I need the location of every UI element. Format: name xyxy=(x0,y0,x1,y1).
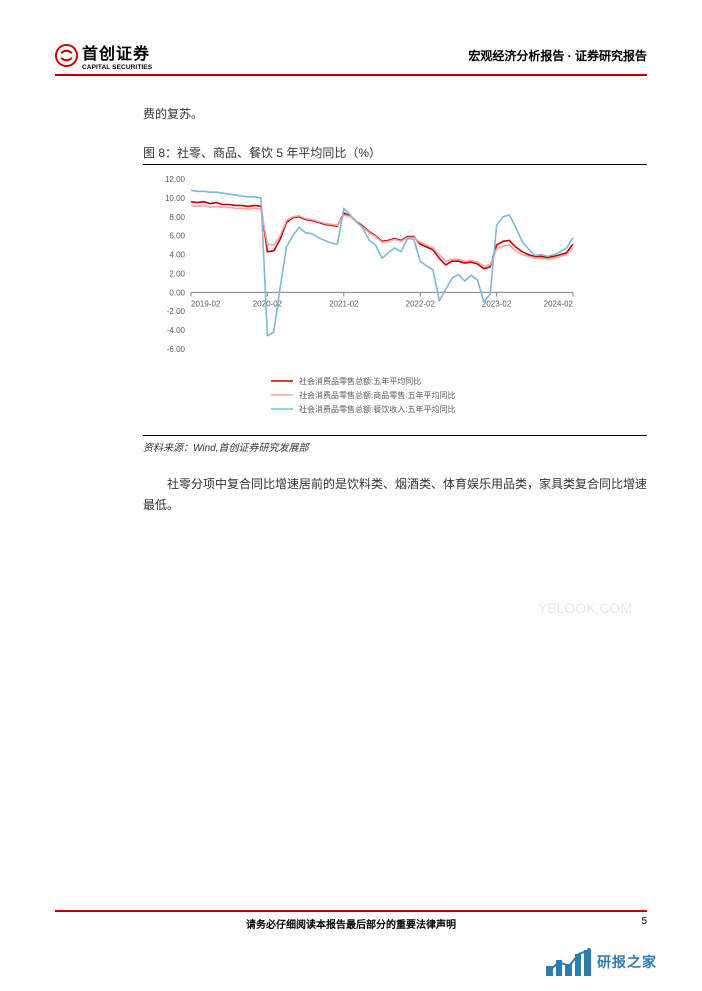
svg-text:8.00: 8.00 xyxy=(169,212,185,221)
chart-figure-8: 图 8：社零、商品、餐饮 5 年平均同比（%） -6.00 -4.00 -2.00 0… xyxy=(143,144,647,454)
body-paragraph: 社零分项中复合同比增速居前的是饮料类、烟酒类、体育娱乐用品类，家具类复合同比增速… xyxy=(143,474,647,517)
header: 首创证券 CAPITAL SECURITIES 宏观经济分析报告 · 证券研究报… xyxy=(55,40,647,70)
svg-text:2021-02: 2021-02 xyxy=(329,299,359,308)
lead-fragment: 费的复苏。 xyxy=(143,104,647,126)
company-logo: 首创证券 CAPITAL SECURITIES xyxy=(55,40,152,71)
footer-disclaimer: 请务必仔细阅读本报告最后部分的重要法律声明 xyxy=(246,916,456,931)
svg-text:-6.00: -6.00 xyxy=(167,345,186,354)
brand-name-cn: 首创证券 xyxy=(82,40,152,64)
svg-text:-2.00: -2.00 xyxy=(167,307,186,316)
svg-text:0.00: 0.00 xyxy=(169,288,185,297)
svg-text:社会消费品零售总额:五年平均同比: 社会消费品零售总额:五年平均同比 xyxy=(299,376,421,386)
chart-title: 图 8：社零、商品、餐饮 5 年平均同比（%） xyxy=(143,144,647,165)
svg-text:2019-02: 2019-02 xyxy=(191,299,221,308)
watermark: YBLOOK.COM xyxy=(538,600,632,616)
svg-text:2022-02: 2022-02 xyxy=(406,299,436,308)
chart-canvas: -6.00 -4.00 -2.00 0.00 2.00 4.00 6.00 8.00 10.00… xyxy=(143,173,583,433)
publisher-logo: 研报之家 xyxy=(546,948,657,976)
svg-text:12.00: 12.00 xyxy=(165,175,186,184)
doc-type-title: 宏观经济分析报告 · 证券研究报告 xyxy=(468,47,647,64)
brand-name-en: CAPITAL SECURITIES xyxy=(82,64,152,71)
svg-text:社会消费品零售总额:商品零售:五年平均同比: 社会消费品零售总额:商品零售:五年平均同比 xyxy=(299,390,455,400)
header-rule xyxy=(55,74,647,76)
publisher-name: 研报之家 xyxy=(597,952,657,972)
svg-text:10.00: 10.00 xyxy=(165,193,186,202)
svg-text:社会消费品零售总额:餐饮收入:五年平均同比: 社会消费品零售总额:餐饮收入:五年平均同比 xyxy=(299,404,455,414)
svg-text:2024-02: 2024-02 xyxy=(544,299,574,308)
chart-source: 资料来源：Wind,首创证券研究发展部 xyxy=(143,435,647,454)
footer: 请务必仔细阅读本报告最后部分的重要法律声明 5 xyxy=(55,910,647,931)
svg-text:4.00: 4.00 xyxy=(169,250,185,259)
svg-text:6.00: 6.00 xyxy=(169,231,185,240)
svg-text:2023-02: 2023-02 xyxy=(482,299,512,308)
page-number: 5 xyxy=(641,916,647,927)
logo-icon xyxy=(55,44,78,67)
svg-text:2.00: 2.00 xyxy=(169,269,185,278)
svg-text:-4.00: -4.00 xyxy=(167,326,186,335)
